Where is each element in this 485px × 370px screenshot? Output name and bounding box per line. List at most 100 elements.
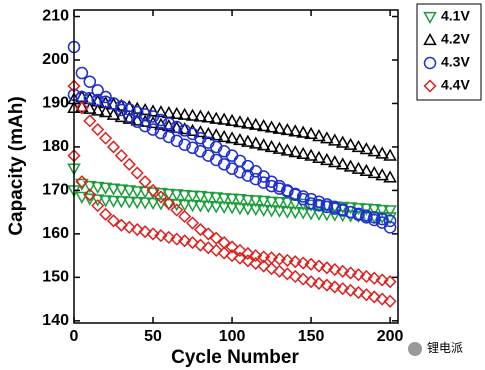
data-point [162, 198, 176, 211]
data-point [177, 107, 192, 120]
data-point [99, 90, 112, 104]
data-point [107, 97, 120, 110]
data-point [249, 172, 263, 186]
data-point [115, 100, 128, 113]
data-point [201, 191, 216, 204]
data-point [75, 175, 89, 189]
data-point [368, 213, 381, 227]
data-point [154, 229, 168, 243]
data-point [312, 259, 326, 273]
y-tick-label: 180 [42, 138, 69, 155]
data-point [75, 191, 89, 204]
data-point [288, 269, 302, 284]
data-point [114, 184, 129, 197]
data-point [178, 124, 191, 137]
data-point [233, 251, 247, 265]
data-point [170, 134, 183, 148]
data-point [177, 190, 192, 203]
data-point [162, 196, 176, 211]
data-point [304, 126, 318, 140]
data-point [351, 268, 366, 282]
data-point [233, 132, 247, 146]
data-point [264, 139, 279, 153]
data-point [280, 267, 294, 281]
data-point [138, 175, 152, 189]
x-tick-label: 200 [377, 328, 404, 345]
data-point [185, 200, 200, 213]
data-point [169, 199, 184, 212]
data-point [272, 264, 287, 278]
data-point [83, 91, 97, 105]
data-point [256, 119, 271, 132]
data-point [264, 196, 279, 209]
data-point [328, 133, 342, 146]
data-point [138, 108, 152, 121]
data-point [154, 113, 168, 127]
data-point [312, 208, 326, 221]
data-point [146, 227, 160, 241]
data-point [320, 200, 334, 214]
legend: 4.1V 4.2V 4.3V 4.4V [416, 3, 482, 101]
data-point [367, 290, 381, 304]
data-point [288, 124, 303, 137]
y-tick-label: 160 [42, 225, 69, 242]
x-tick-label: 50 [144, 328, 162, 345]
data-point [106, 214, 121, 228]
data-point [185, 216, 200, 230]
data-point [177, 199, 192, 212]
data-point [241, 116, 255, 129]
data-point [375, 146, 389, 159]
data-point [209, 111, 224, 124]
data-point [383, 170, 397, 183]
data-point [83, 114, 97, 128]
data-point [359, 163, 374, 176]
data-point [328, 280, 342, 294]
data-point [130, 196, 144, 210]
data-point [383, 294, 397, 308]
data-point [146, 183, 160, 197]
data-point [360, 211, 373, 224]
data-point [336, 264, 350, 278]
data-point [90, 181, 105, 194]
data-point [217, 129, 231, 143]
data-point [83, 180, 97, 194]
data-point [352, 208, 365, 222]
data-point [351, 286, 366, 300]
data-point [114, 218, 128, 232]
data-point [367, 203, 382, 217]
data-point [383, 214, 397, 228]
data-point [288, 255, 302, 269]
data-point [225, 249, 239, 263]
data-point [304, 197, 318, 210]
legend-marker [423, 56, 437, 70]
data-point [375, 212, 389, 226]
data-point [122, 196, 137, 209]
data-point [296, 272, 310, 286]
data-point [257, 250, 271, 264]
data-point [138, 197, 152, 210]
data-point [375, 273, 389, 287]
data-point [186, 141, 199, 155]
data-point [193, 200, 208, 213]
data-point [233, 115, 247, 128]
data-point [249, 249, 263, 263]
plot-area [67, 40, 397, 308]
data-point [170, 203, 184, 217]
data-point [201, 126, 216, 140]
legend-label: 4.3V [441, 54, 470, 70]
x-tick-label: 0 [70, 328, 79, 345]
data-point [122, 157, 136, 171]
data-point [359, 142, 374, 155]
data-point [233, 154, 247, 168]
data-point [162, 188, 176, 201]
data-point [248, 195, 263, 208]
data-point [209, 128, 224, 141]
data-point [225, 193, 239, 206]
data-point [320, 131, 334, 144]
data-point [351, 161, 366, 174]
data-point [359, 203, 374, 216]
data-point [335, 135, 350, 148]
data-point [225, 240, 239, 254]
data-point [217, 112, 231, 125]
